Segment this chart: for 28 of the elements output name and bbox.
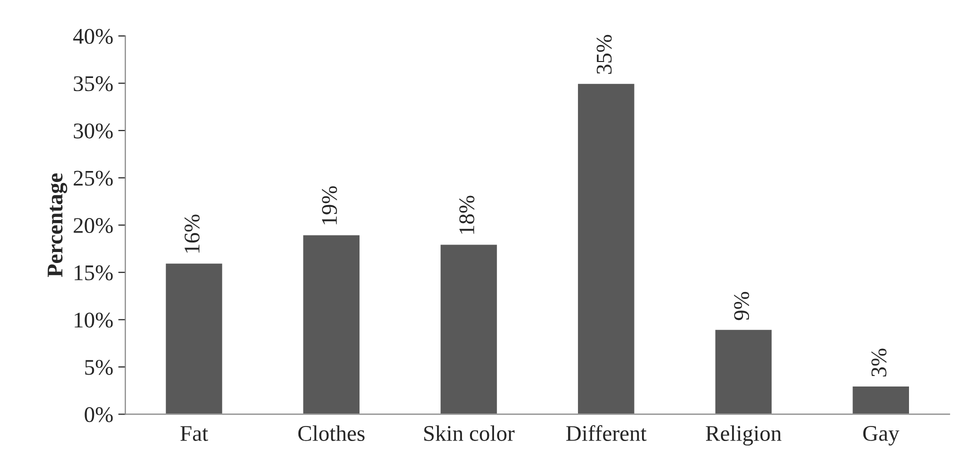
bar [576, 82, 636, 414]
x-tick-label: Gay [863, 426, 900, 446]
bar [302, 234, 361, 414]
x-tick-label: Skin color [424, 425, 515, 441]
bar [714, 328, 774, 414]
data-label: 3% [871, 348, 886, 376]
bar [164, 262, 224, 414]
y-tick-label: 25% [74, 170, 113, 186]
data-label: 35% [596, 34, 612, 74]
bar [439, 243, 498, 414]
y-tick-label: 40% [73, 28, 113, 44]
y-tick-label: 35% [74, 76, 113, 92]
y-axis-title: Percentage [48, 173, 68, 277]
data-label: 9% [734, 292, 750, 320]
x-tick-label: Religion [706, 425, 782, 446]
x-tick-label: Fat [180, 426, 208, 441]
y-tick-label: 15% [74, 265, 113, 280]
y-tick-label: 20% [74, 218, 113, 234]
data-label: 18% [459, 196, 474, 234]
y-tick-label: 0% [84, 407, 113, 422]
y-tick-label: 30% [74, 123, 113, 139]
y-tick-label: 10% [74, 312, 113, 328]
data-label: 16% [184, 214, 200, 253]
x-tick-label: Clothes [298, 425, 365, 441]
data-label: 19% [322, 186, 338, 224]
bar [851, 385, 910, 414]
y-tick-label: 5% [85, 360, 113, 375]
x-tick-label: Different [566, 425, 647, 441]
